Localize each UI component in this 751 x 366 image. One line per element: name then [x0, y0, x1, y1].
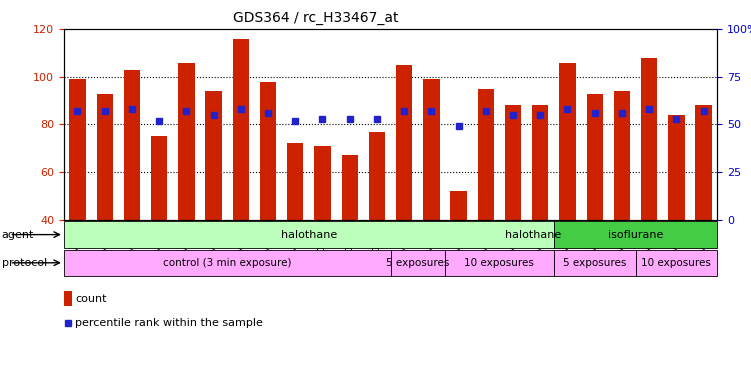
Text: control (3 min exposure): control (3 min exposure)	[163, 258, 291, 268]
Bar	[614, 91, 630, 220]
Bar	[505, 105, 521, 220]
Bar	[587, 93, 603, 220]
Bar	[178, 63, 195, 220]
Text: halothane: halothane	[281, 229, 337, 240]
Bar	[532, 105, 548, 220]
Bar	[64, 250, 391, 276]
Text: halothane: halothane	[505, 229, 562, 240]
Bar	[314, 146, 330, 220]
Bar	[635, 250, 717, 276]
Bar	[96, 93, 113, 220]
Bar	[478, 89, 494, 220]
Bar	[64, 291, 72, 306]
Bar	[451, 191, 467, 220]
Bar	[554, 221, 717, 248]
Bar	[233, 39, 249, 220]
Bar	[641, 58, 657, 220]
Bar	[559, 63, 575, 220]
Bar	[342, 155, 358, 220]
Bar	[260, 82, 276, 220]
Bar	[695, 105, 712, 220]
Text: GDS364 / rc_H33467_at: GDS364 / rc_H33467_at	[233, 11, 398, 25]
Text: 10 exposures: 10 exposures	[641, 258, 711, 268]
Bar	[424, 79, 439, 220]
Text: count: count	[75, 294, 107, 304]
Bar	[151, 136, 167, 220]
Bar	[206, 91, 222, 220]
Text: protocol: protocol	[2, 258, 47, 268]
Text: agent: agent	[2, 229, 34, 240]
Text: isoflurane: isoflurane	[608, 229, 663, 240]
Bar	[668, 115, 684, 220]
Bar	[287, 143, 303, 220]
Text: 10 exposures: 10 exposures	[464, 258, 535, 268]
Text: 5 exposures: 5 exposures	[386, 258, 449, 268]
Text: 5 exposures: 5 exposures	[563, 258, 626, 268]
Bar	[554, 250, 635, 276]
Text: percentile rank within the sample: percentile rank within the sample	[75, 318, 263, 328]
Bar	[64, 221, 554, 248]
Bar	[445, 250, 554, 276]
Bar	[396, 65, 412, 220]
Bar	[369, 131, 385, 220]
Bar	[391, 250, 445, 276]
Bar	[124, 70, 140, 220]
Bar	[69, 79, 86, 220]
